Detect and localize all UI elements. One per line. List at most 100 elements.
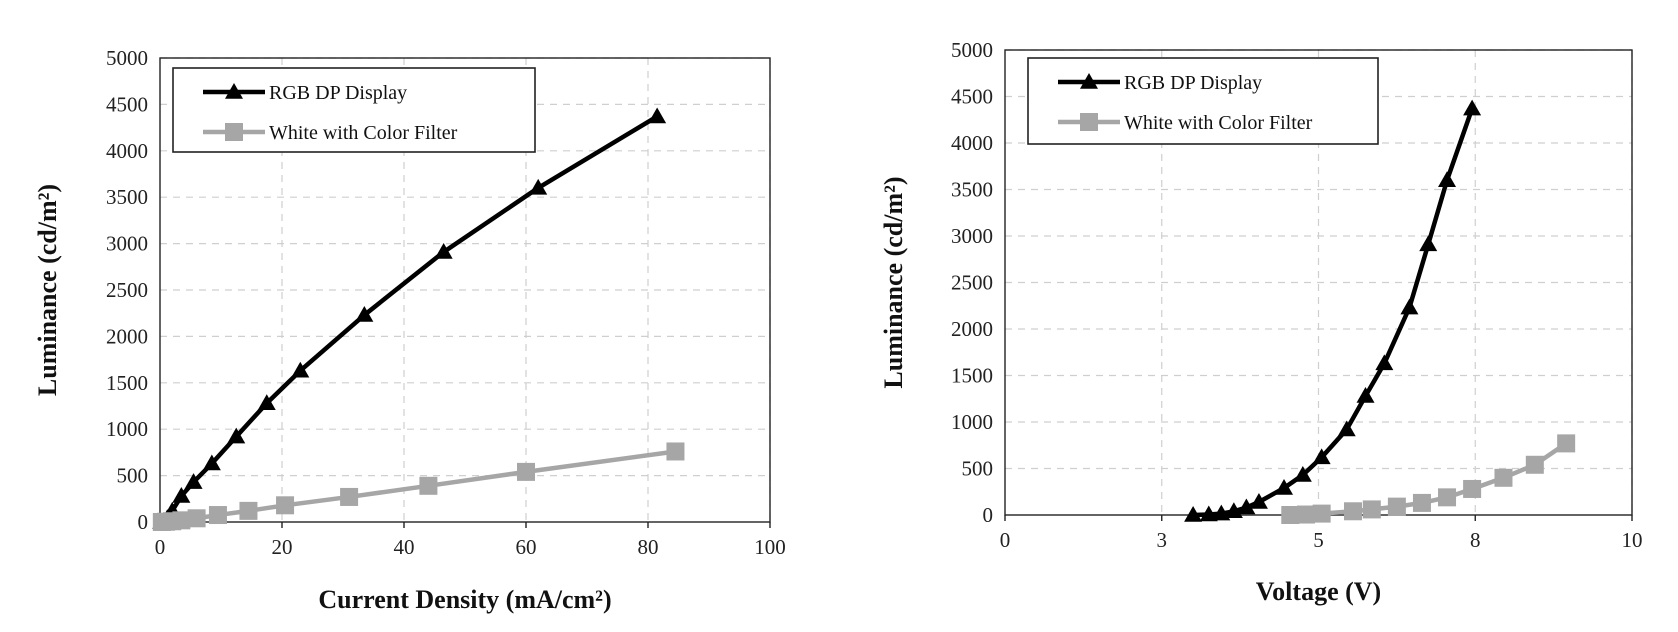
- data-point: [355, 306, 374, 322]
- data-point: [184, 473, 203, 489]
- y-tick-label: 3000: [106, 232, 148, 256]
- data-point: [172, 487, 191, 503]
- y-tick-label: 1000: [951, 410, 993, 434]
- data-point: [1312, 504, 1331, 523]
- series-line: [160, 114, 659, 525]
- data-point: [1438, 488, 1457, 507]
- y-tick-label: 4500: [106, 92, 148, 116]
- data-point: [1362, 500, 1381, 519]
- y-tick-label: 1500: [951, 364, 993, 388]
- data-point: [1293, 466, 1312, 482]
- x-tick-label: 40: [394, 535, 415, 559]
- y-tick-label: 0: [138, 510, 149, 534]
- data-point: [1237, 498, 1256, 515]
- y-tick-label: 1000: [106, 417, 148, 441]
- chart-2: 0 500 1000 1500 2000 2500 3000 3500 4000 4500 5000…: [879, 38, 1643, 606]
- legend-entry-label: White with Color Filter: [269, 122, 458, 144]
- y-tick-label: 3500: [106, 185, 148, 209]
- data-point: [1375, 354, 1394, 371]
- y-axis-title: Luminance (cd/m²): [33, 184, 62, 396]
- legend-marker: [1080, 73, 1098, 89]
- data-point: [1281, 506, 1300, 524]
- data-point: [1463, 99, 1482, 116]
- data-point: [434, 242, 453, 259]
- data-point: [1525, 455, 1544, 474]
- legend: RGB DP Display White with Color Filter: [1027, 57, 1379, 145]
- data-point: [1312, 448, 1331, 465]
- data-point: [276, 496, 295, 515]
- data-point: [1387, 497, 1406, 516]
- y-tick-label: 2500: [951, 271, 993, 295]
- x-axis-title: Current Density (mA/cm²): [318, 585, 611, 614]
- data-point: [529, 178, 548, 195]
- plot-frame: [159, 57, 771, 523]
- data-point: [517, 462, 535, 481]
- data-point: [1419, 235, 1438, 252]
- x-tick-label: 100: [754, 535, 786, 559]
- data-point: [1400, 298, 1419, 315]
- legend-entry-label: White with Color Filter: [1124, 112, 1313, 134]
- data-point: [1463, 479, 1482, 498]
- y-tick-label: 1500: [106, 371, 148, 395]
- data-point: [419, 476, 438, 495]
- x-tick-label: 0: [155, 535, 166, 559]
- y-tick-label: 2000: [951, 317, 993, 341]
- data-point: [227, 427, 246, 444]
- y-tick-label: 2500: [106, 278, 148, 302]
- data-point: [202, 454, 221, 471]
- data-point: [208, 506, 227, 525]
- data-point: [1184, 506, 1203, 522]
- y-tick-label: 5000: [951, 38, 993, 62]
- y-tick-label: 4000: [951, 131, 993, 155]
- data-point: [1343, 502, 1362, 521]
- x-tick-label: 80: [638, 535, 659, 559]
- data-point: [1494, 468, 1513, 487]
- series-rgb-dp-display: [152, 107, 667, 529]
- data-point: [1275, 479, 1294, 495]
- x-tick-label: 60: [516, 535, 537, 559]
- data-point: [291, 361, 310, 378]
- data-point: [340, 487, 359, 506]
- x-axis-title: Voltage (V): [1256, 577, 1381, 606]
- data-point: [1296, 505, 1315, 524]
- data-point: [257, 394, 276, 410]
- data-point: [187, 509, 206, 528]
- y-tick-label: 0: [983, 503, 994, 527]
- series-line: [161, 449, 676, 525]
- x-tick-label: 0: [1000, 528, 1011, 552]
- data-point: [1249, 492, 1268, 509]
- legend-marker: [225, 83, 243, 99]
- legend-marker: [225, 123, 243, 141]
- data-point: [1356, 386, 1375, 403]
- data-point: [1557, 434, 1576, 453]
- data-point: [648, 107, 667, 124]
- chart-1: 0500100015002000250030003500400045005000…: [33, 46, 786, 614]
- legend-entry-label: RGB DP Display: [1124, 72, 1262, 94]
- y-tick-label: 2000: [106, 324, 148, 348]
- x-tick-label: 20: [272, 535, 293, 559]
- y-tick-label: 4500: [951, 85, 993, 109]
- y-tick-label: 4000: [106, 139, 148, 163]
- y-tick-label: 500: [962, 457, 994, 481]
- data-point: [172, 511, 191, 530]
- y-tick-label: 5000: [106, 46, 148, 70]
- y-axis-title: Luminance (cd/m²): [879, 176, 908, 388]
- data-point: [666, 442, 685, 461]
- data-point: [239, 501, 258, 520]
- x-tick-label: 8: [1470, 528, 1481, 552]
- y-tick-label: 3000: [951, 224, 993, 248]
- series-white-with-color-filter: [1281, 434, 1576, 524]
- x-tick-label: 5: [1313, 528, 1324, 552]
- y-tick-label: 500: [117, 464, 149, 488]
- legend-entry-label: RGB DP Display: [269, 82, 407, 104]
- series-rgb-dp-display: [1184, 99, 1482, 522]
- data-point: [1412, 493, 1431, 512]
- legend-marker: [1080, 113, 1098, 131]
- data-point: [1438, 171, 1457, 187]
- x-tick-label: 3: [1157, 528, 1168, 552]
- y-tick-label: 3500: [951, 178, 993, 202]
- series-white-with-color-filter: [152, 442, 685, 531]
- series-line: [1193, 107, 1475, 518]
- data-point: [1337, 420, 1356, 437]
